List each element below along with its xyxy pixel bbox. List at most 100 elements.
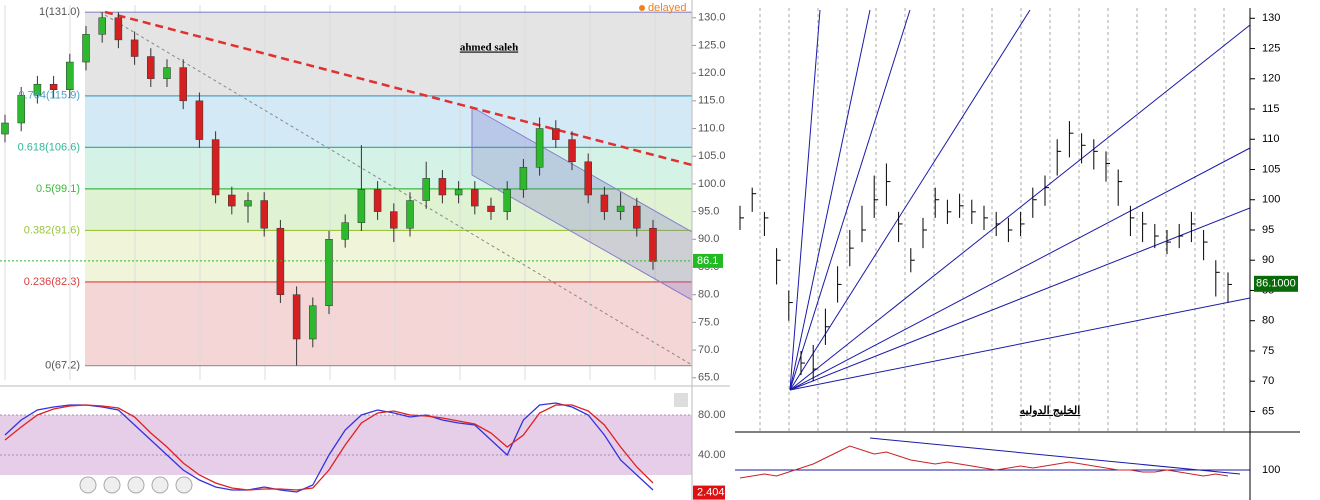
y-tick-label: 75.0 — [698, 316, 719, 328]
y-tick-label: 90.0 — [698, 233, 719, 245]
y-tick-label: 110 — [1262, 133, 1280, 145]
candle-body — [163, 67, 171, 79]
fan-line — [789, 9, 911, 391]
candle-body — [616, 205, 625, 212]
expand-button[interactable] — [674, 393, 688, 407]
btn-right[interactable] — [175, 476, 193, 494]
y-tick-label: 105 — [1262, 163, 1280, 175]
scroll-buttons[interactable] — [79, 476, 193, 494]
y-tick-label: 130 — [1262, 12, 1280, 24]
candle-body — [98, 17, 106, 35]
fib-zone — [85, 12, 692, 96]
candle-body — [584, 161, 592, 196]
stoch-k — [4, 402, 654, 493]
candle-body — [179, 67, 187, 102]
candle-body — [1, 122, 9, 135]
last-price-box — [1254, 275, 1298, 292]
candle-body — [390, 211, 398, 229]
y-tick-label: 125 — [1262, 42, 1280, 54]
price-channel — [471, 106, 692, 301]
candle-body — [438, 178, 447, 196]
stoch-plot — [0, 402, 692, 493]
y-tick-label: 130.0 — [698, 12, 726, 24]
right-plot — [739, 8, 1250, 432]
candle-body — [66, 61, 74, 90]
fib-label: 0.618(106.6) — [18, 141, 80, 153]
osc-line — [739, 445, 1229, 479]
candle-body — [130, 39, 139, 57]
candle-body — [552, 128, 560, 140]
fib-zone — [85, 188, 692, 231]
y-tick-label: 100.0 — [698, 178, 726, 190]
left-plot — [0, 5, 692, 380]
y-tick-label: 70 — [1262, 375, 1274, 387]
btn-left[interactable] — [79, 476, 97, 494]
candle-body — [228, 194, 236, 207]
status: delayed — [648, 2, 687, 14]
y-tick-label: 125.0 — [698, 39, 726, 51]
candle-body — [422, 178, 430, 201]
fib-zone — [85, 281, 692, 366]
trend-red — [104, 10, 692, 167]
fib-label: 0.382(91.6) — [24, 224, 80, 236]
candle-body — [33, 83, 42, 96]
candle-body — [341, 222, 349, 240]
watermark: ahmed saleh — [460, 42, 518, 54]
fan-line — [789, 24, 1250, 391]
y-tick-label: 80 — [1262, 315, 1274, 327]
osc-plot — [735, 437, 1250, 479]
fib-zone — [85, 95, 692, 148]
fib-label: 0.5(99.1) — [36, 183, 80, 195]
y-tick-label: 40.00 — [698, 449, 726, 461]
fib-label: 1(131.0) — [39, 6, 80, 18]
fib-label: 0(67.2) — [45, 360, 80, 372]
fan-line — [789, 9, 1031, 391]
candle-body — [260, 200, 268, 229]
y-tick-label: 120 — [1262, 73, 1280, 85]
y-tick-label: 100 — [1262, 194, 1280, 206]
stoch-axis: 80.00 40.00 2.404 — [693, 409, 726, 500]
y-tick-label: 115 — [1262, 103, 1280, 115]
fib-zone — [85, 230, 692, 282]
y-tick-label: 110.0 — [698, 122, 725, 134]
btn-zoom-in[interactable] — [151, 476, 169, 494]
candle-body — [471, 189, 479, 207]
btn-zoom-out[interactable] — [103, 476, 121, 494]
candle-body — [82, 34, 90, 63]
y-tick-label: 65.0 — [698, 372, 719, 384]
candle-body — [633, 205, 641, 229]
fan-line — [789, 9, 871, 391]
candle-body — [211, 139, 220, 196]
stoch-last-box — [693, 485, 725, 500]
fan-line — [789, 297, 1250, 391]
last-price-label: 86.1 — [697, 255, 718, 267]
stoch-last-label: 2.404 — [697, 487, 725, 499]
y-tick-label: 100 — [1262, 464, 1280, 476]
last-price-box — [693, 253, 723, 268]
y-tick-label: 75 — [1262, 345, 1274, 357]
btn-reset[interactable] — [127, 476, 145, 494]
osc-trend — [869, 437, 1241, 475]
trend-dotted — [99, 11, 692, 366]
candle-body — [406, 200, 414, 229]
candle-body — [17, 95, 25, 124]
fib-label: 0.764(115.9) — [18, 90, 80, 102]
fan-line — [789, 9, 821, 391]
candle-body — [487, 205, 495, 212]
right-axis: 6570758085909510010511011512012513086.10… — [1020, 12, 1298, 417]
stoch-d — [4, 404, 654, 491]
status-dot — [639, 5, 645, 11]
candle-body — [325, 239, 333, 307]
candle-body — [454, 189, 463, 196]
candle-body — [114, 17, 123, 41]
candle-body — [519, 167, 528, 190]
candle-body — [649, 227, 657, 262]
y-tick-label: 95 — [1262, 224, 1274, 236]
y-tick-label: 115.0 — [698, 95, 725, 107]
candle-body — [147, 56, 155, 79]
candle-body — [244, 200, 252, 207]
candle-body — [503, 189, 511, 212]
candle-body — [535, 128, 544, 168]
y-tick-label: 65 — [1262, 405, 1274, 417]
